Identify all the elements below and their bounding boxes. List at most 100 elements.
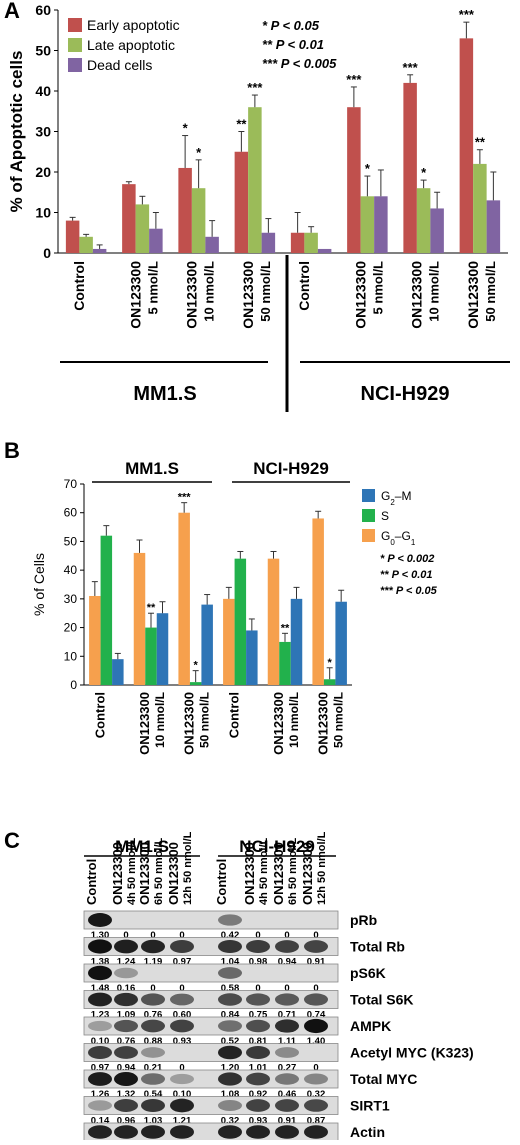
blot-column-label-line1: Control [214, 859, 229, 905]
protein-band [304, 1018, 328, 1034]
protein-band [141, 1098, 165, 1113]
protein-band [88, 939, 112, 954]
legend-swatch [68, 38, 82, 52]
protein-band [218, 914, 242, 926]
protein-band [275, 1125, 299, 1139]
bar-g2m [246, 630, 258, 685]
protein-band [246, 1099, 270, 1112]
band-quantification: 0.93 [173, 1036, 192, 1047]
significance-key: ** P < 0.01 [262, 37, 324, 52]
band-quantification: 0.94 [278, 957, 297, 968]
protein-band [246, 1019, 270, 1033]
category-label-line2: 10 nmol/L [427, 261, 442, 322]
protein-band [170, 1073, 194, 1085]
legend-swatch [68, 58, 82, 72]
category-label-line1: ON123300 [409, 261, 425, 329]
bar-g2m [290, 598, 303, 685]
category-label-line1: ON123300 [316, 692, 331, 755]
band-quantification: 0 [255, 930, 260, 941]
bar-g2m [335, 601, 347, 685]
band-quantification: 0.42 [221, 930, 240, 941]
band-quantification: 1.48 [91, 983, 110, 994]
category-label-line1: ON123300 [240, 261, 256, 329]
blot-group-mm1s: MM1.S [115, 837, 169, 856]
band-quantification: 0.27 [278, 1063, 297, 1074]
bar-s [234, 558, 247, 685]
category-label-line1: Control [296, 261, 312, 311]
category-label-line1: ON123300 [127, 261, 143, 329]
protein-band [218, 967, 242, 979]
protein-band [88, 992, 112, 1007]
legend-label: G2–M [381, 489, 411, 507]
group-label-nci: NCI-H929 [253, 459, 329, 478]
y-tick-label: 50 [64, 534, 78, 548]
blot-row-label: pRb [350, 912, 377, 928]
y-tick-label: 40 [64, 563, 78, 577]
protein-band [114, 1072, 138, 1086]
bar-s [145, 627, 157, 685]
protein-band [88, 965, 112, 981]
bar-dead [317, 248, 332, 253]
protein-band [114, 992, 138, 1007]
protein-band [246, 940, 270, 953]
bar-late [304, 232, 318, 253]
bar-late [248, 107, 262, 253]
blot-column-label-line2: 4h 50 nmol/L [126, 837, 138, 905]
protein-band [88, 1020, 112, 1032]
significance-key: *** P < 0.05 [380, 585, 438, 597]
legend-swatch [362, 509, 375, 522]
significance-key: ** P < 0.01 [380, 569, 433, 581]
band-quantification: 0.93 [249, 1116, 268, 1127]
protein-band [170, 940, 194, 953]
protein-band [88, 1100, 112, 1111]
bar-late [135, 204, 150, 253]
category-label-line2: 50 nmol/L [332, 692, 346, 748]
blot-column-label-line1: Control [84, 859, 99, 905]
band-quantification: 0 [150, 983, 155, 994]
blot-strip [83, 910, 339, 930]
bar-early [178, 167, 192, 253]
band-quantification: 0.32 [221, 1116, 240, 1127]
category-label-line1: ON123300 [182, 692, 197, 755]
legend-base: S [381, 509, 389, 523]
band-quantification: 1.09 [117, 1010, 136, 1021]
band-quantification: 0 [284, 983, 289, 994]
band-quantification: 0.10 [173, 1089, 192, 1100]
bar-dead [149, 228, 163, 253]
category-label-line2: 10 nmol/L [202, 261, 217, 322]
bar-dead [205, 236, 219, 253]
significance-star: *** [403, 60, 419, 75]
protein-band [114, 1046, 138, 1059]
category-label-line2: 50 nmol/L [258, 261, 273, 322]
bar-s [279, 641, 291, 685]
protein-band [304, 1099, 328, 1112]
legend-label: S [381, 509, 389, 523]
category-label-line1: ON123300 [465, 261, 481, 329]
bar-early [403, 82, 417, 254]
band-quantification: 1.23 [91, 1010, 110, 1021]
protein-band [170, 1019, 194, 1033]
protein-band [246, 1045, 270, 1060]
band-quantification: 0.76 [144, 1010, 163, 1021]
band-quantification: 1.40 [307, 1036, 326, 1047]
y-tick-label: 10 [64, 649, 78, 663]
protein-band [246, 993, 270, 1006]
protein-band [141, 1019, 165, 1033]
y-tick-label: 30 [64, 592, 78, 606]
protein-band [218, 993, 242, 1006]
legend-rest: –G [395, 529, 411, 543]
band-quantification: 0.97 [91, 1063, 110, 1074]
band-quantification: 1.08 [221, 1089, 240, 1100]
band-quantification: 0.10 [91, 1036, 110, 1047]
protein-band [141, 1073, 165, 1085]
category-label-line1: Control [71, 261, 87, 311]
protein-band [304, 993, 328, 1006]
y-tick-label: 20 [35, 164, 51, 180]
legend-base: G [381, 529, 390, 543]
blot-column-label-line2: 12h 50 nmol/L [182, 831, 194, 905]
y-tick-label: 60 [64, 506, 78, 520]
blot-column-label-line1: ON123300 [166, 842, 181, 905]
protein-band [275, 1099, 299, 1112]
significance-key: * P < 0.002 [380, 553, 434, 565]
